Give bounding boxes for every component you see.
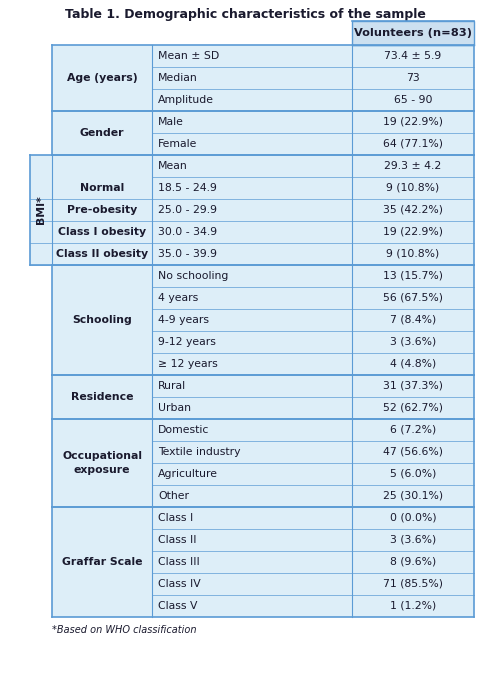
- Text: Volunteers (n=83): Volunteers (n=83): [354, 28, 472, 38]
- Text: 30.0 - 34.9: 30.0 - 34.9: [158, 227, 217, 237]
- Text: Class V: Class V: [158, 601, 197, 611]
- Text: Class II: Class II: [158, 535, 196, 545]
- Text: 52 (62.7%): 52 (62.7%): [383, 403, 443, 413]
- Text: Class I: Class I: [158, 513, 193, 523]
- Text: BMI*: BMI*: [36, 195, 46, 224]
- Bar: [52, 111, 474, 155]
- Text: Mean: Mean: [158, 161, 188, 171]
- Text: 0 (0.0%): 0 (0.0%): [390, 513, 436, 523]
- Text: 35.0 - 39.9: 35.0 - 39.9: [158, 249, 217, 259]
- Text: 65 - 90: 65 - 90: [394, 95, 432, 105]
- Text: Urban: Urban: [158, 403, 191, 413]
- Text: 3 (3.6%): 3 (3.6%): [390, 337, 436, 347]
- Text: 18.5 - 24.9: 18.5 - 24.9: [158, 183, 217, 193]
- Text: 4 years: 4 years: [158, 293, 198, 303]
- Text: 73: 73: [406, 73, 420, 83]
- Text: 71 (85.5%): 71 (85.5%): [383, 579, 443, 589]
- Text: 35 (42.2%): 35 (42.2%): [383, 205, 443, 215]
- Text: 9 (10.8%): 9 (10.8%): [387, 249, 440, 259]
- Text: Schooling: Schooling: [72, 315, 132, 325]
- Text: Class I obesity: Class I obesity: [58, 227, 146, 237]
- Text: 19 (22.9%): 19 (22.9%): [383, 117, 443, 127]
- Text: Rural: Rural: [158, 381, 186, 391]
- Text: 25 (30.1%): 25 (30.1%): [383, 491, 443, 501]
- Text: 56 (67.5%): 56 (67.5%): [383, 293, 443, 303]
- Text: Male: Male: [158, 117, 184, 127]
- Text: 9-12 years: 9-12 years: [158, 337, 216, 347]
- Text: 7 (8.4%): 7 (8.4%): [390, 315, 436, 325]
- Text: 29.3 ± 4.2: 29.3 ± 4.2: [384, 161, 441, 171]
- Bar: [52, 45, 474, 111]
- Text: 4-9 years: 4-9 years: [158, 315, 209, 325]
- Text: 4 (4.8%): 4 (4.8%): [390, 359, 436, 369]
- Text: 8 (9.6%): 8 (9.6%): [390, 557, 436, 567]
- Bar: [52, 419, 474, 507]
- Text: Age (years): Age (years): [67, 73, 137, 83]
- Bar: [30, 155, 474, 265]
- Bar: [352, 21, 474, 45]
- Text: Female: Female: [158, 139, 197, 149]
- Text: Class III: Class III: [158, 557, 200, 567]
- Text: No schooling: No schooling: [158, 271, 228, 281]
- Text: Graffar Scale: Graffar Scale: [62, 557, 142, 567]
- Text: 9 (10.8%): 9 (10.8%): [387, 183, 440, 193]
- Bar: [52, 507, 474, 617]
- Text: Class IV: Class IV: [158, 579, 201, 589]
- Text: Median: Median: [158, 73, 198, 83]
- Bar: [52, 265, 474, 375]
- Text: 6 (7.2%): 6 (7.2%): [390, 425, 436, 435]
- Text: Residence: Residence: [71, 392, 133, 402]
- Text: Gender: Gender: [80, 128, 124, 138]
- Text: Class II obesity: Class II obesity: [56, 249, 148, 259]
- Text: Domestic: Domestic: [158, 425, 209, 435]
- Text: 73.4 ± 5.9: 73.4 ± 5.9: [384, 51, 441, 61]
- Text: 13 (15.7%): 13 (15.7%): [383, 271, 443, 281]
- Text: 47 (56.6%): 47 (56.6%): [383, 447, 443, 457]
- Text: Normal: Normal: [80, 183, 124, 193]
- Text: Amplitude: Amplitude: [158, 95, 214, 105]
- Text: 5 (6.0%): 5 (6.0%): [390, 469, 436, 479]
- Text: Table 1. Demographic characteristics of the sample: Table 1. Demographic characteristics of …: [65, 8, 425, 21]
- Text: Agriculture: Agriculture: [158, 469, 218, 479]
- Text: 64 (77.1%): 64 (77.1%): [383, 139, 443, 149]
- Text: 1 (1.2%): 1 (1.2%): [390, 601, 436, 611]
- Text: Pre-obesity: Pre-obesity: [67, 205, 137, 215]
- Text: Textile industry: Textile industry: [158, 447, 241, 457]
- Text: 19 (22.9%): 19 (22.9%): [383, 227, 443, 237]
- Text: *Based on WHO classification: *Based on WHO classification: [52, 625, 196, 635]
- Text: 3 (3.6%): 3 (3.6%): [390, 535, 436, 545]
- Text: Other: Other: [158, 491, 189, 501]
- Bar: [52, 375, 474, 419]
- Text: Occupational
exposure: Occupational exposure: [62, 452, 142, 475]
- Text: ≥ 12 years: ≥ 12 years: [158, 359, 218, 369]
- Text: 31 (37.3%): 31 (37.3%): [383, 381, 443, 391]
- Text: Mean ± SD: Mean ± SD: [158, 51, 219, 61]
- Text: 25.0 - 29.9: 25.0 - 29.9: [158, 205, 217, 215]
